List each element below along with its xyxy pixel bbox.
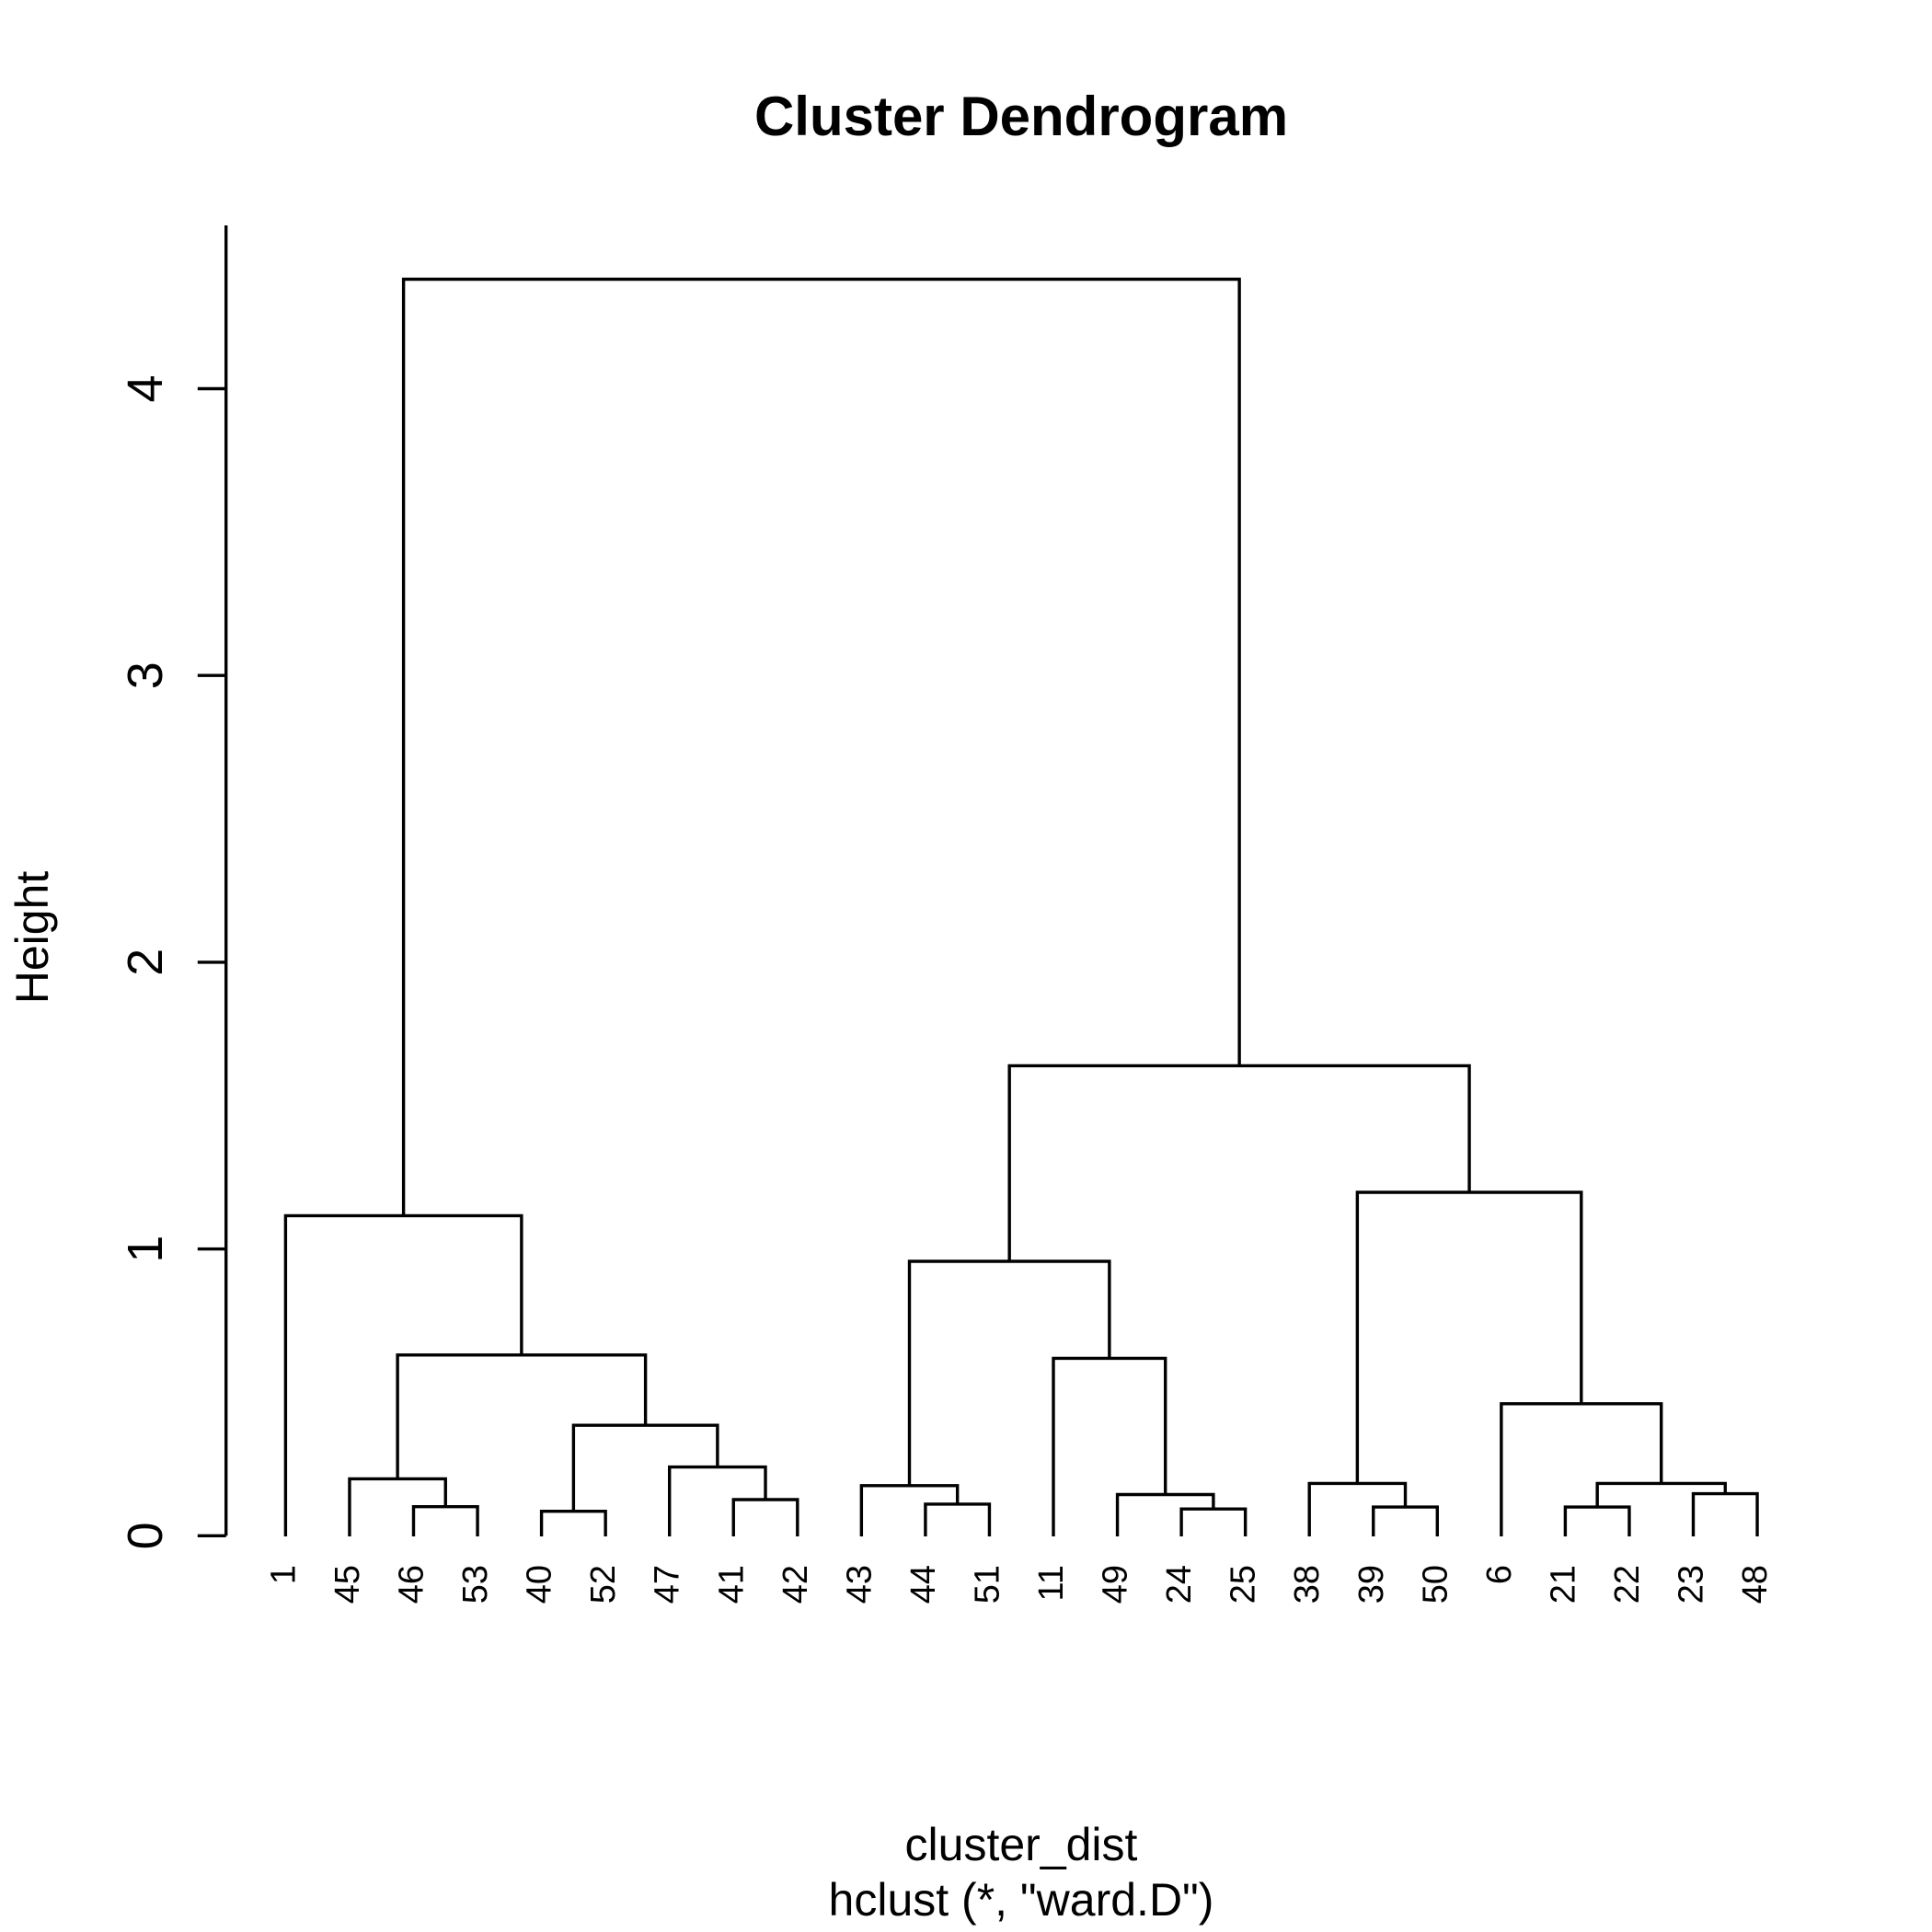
svg-text:Height: Height (6, 871, 58, 1005)
svg-text:43: 43 (840, 1565, 879, 1604)
svg-text:11: 11 (1032, 1565, 1071, 1601)
svg-text:51: 51 (968, 1565, 1006, 1604)
svg-text:22: 22 (1608, 1565, 1647, 1604)
svg-text:4: 4 (118, 374, 173, 402)
svg-text:48: 48 (1736, 1565, 1775, 1604)
svg-text:46: 46 (393, 1565, 431, 1604)
svg-text:3: 3 (118, 661, 173, 689)
svg-text:0: 0 (118, 1522, 173, 1549)
svg-text:cluster_dist: cluster_dist (905, 1819, 1138, 1870)
svg-text:Cluster Dendrogram: Cluster Dendrogram (754, 86, 1288, 147)
svg-text:2: 2 (118, 949, 173, 976)
svg-text:42: 42 (776, 1565, 815, 1604)
svg-text:24: 24 (1160, 1565, 1199, 1604)
svg-text:49: 49 (1097, 1565, 1135, 1604)
svg-text:50: 50 (1416, 1565, 1455, 1604)
svg-text:6: 6 (1480, 1565, 1519, 1584)
svg-text:21: 21 (1544, 1565, 1582, 1604)
svg-text:38: 38 (1288, 1565, 1327, 1604)
svg-text:40: 40 (521, 1565, 559, 1604)
svg-text:44: 44 (904, 1565, 943, 1604)
svg-text:45: 45 (328, 1565, 367, 1604)
svg-text:52: 52 (584, 1565, 623, 1604)
svg-text:47: 47 (649, 1565, 687, 1604)
svg-text:53: 53 (456, 1565, 495, 1604)
svg-text:25: 25 (1225, 1565, 1263, 1604)
svg-text:23: 23 (1673, 1565, 1711, 1604)
svg-text:39: 39 (1352, 1565, 1391, 1604)
svg-text:hclust (*, "ward.D"): hclust (*, "ward.D") (829, 1874, 1214, 1926)
svg-text:1: 1 (264, 1565, 303, 1584)
svg-text:41: 41 (712, 1565, 751, 1604)
svg-text:1: 1 (118, 1236, 173, 1263)
